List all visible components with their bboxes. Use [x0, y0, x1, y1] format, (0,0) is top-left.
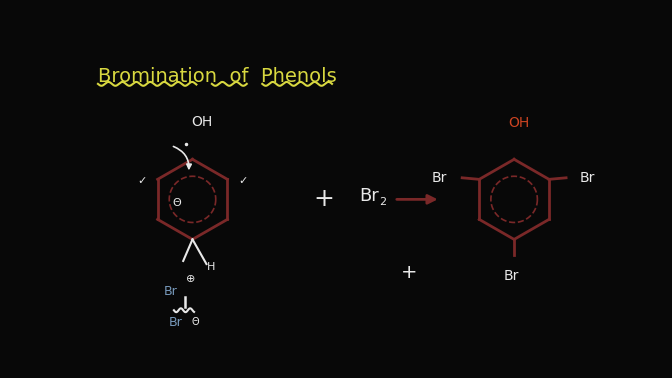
Text: ✓: ✓ — [137, 176, 146, 186]
Text: OH: OH — [508, 116, 529, 130]
Text: ✓: ✓ — [238, 176, 247, 186]
Text: Θ: Θ — [192, 317, 200, 327]
Text: H: H — [207, 262, 215, 272]
Text: Br: Br — [503, 270, 519, 284]
Text: ⊕: ⊕ — [186, 274, 196, 284]
Text: Br: Br — [164, 285, 177, 298]
Text: Br: Br — [580, 171, 595, 185]
Text: Br: Br — [431, 171, 447, 185]
Text: Bromination  of  Phenols: Bromination of Phenols — [98, 67, 337, 86]
Text: 2: 2 — [379, 197, 386, 207]
Text: +: + — [314, 187, 335, 211]
Text: OH: OH — [191, 115, 212, 129]
Text: +: + — [401, 263, 418, 282]
Text: Br: Br — [359, 187, 379, 205]
Text: Θ: Θ — [173, 198, 181, 208]
Text: Br: Br — [169, 316, 182, 329]
